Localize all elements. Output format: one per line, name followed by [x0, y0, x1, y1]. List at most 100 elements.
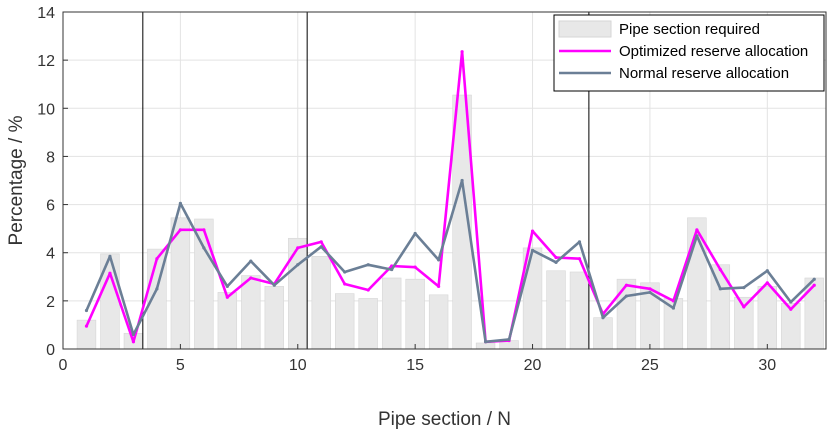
x-tick-label: 5: [176, 357, 185, 374]
y-tick-label: 0: [46, 342, 55, 359]
bar-pipe-section-required: [757, 286, 777, 350]
point-optimized-reserve-allocation: [296, 246, 300, 250]
point-normal-reserve-allocation: [319, 245, 323, 249]
point-normal-reserve-allocation: [131, 332, 136, 337]
legend-label-optimized-reserve-allocation: Optimized reserve allocation: [619, 43, 808, 60]
x-tick-label: 25: [641, 357, 659, 374]
bar-pipe-section-required: [194, 218, 214, 350]
x-tick-label: 20: [524, 357, 542, 374]
point-optimized-reserve-allocation: [437, 284, 441, 289]
point-optimized-reserve-allocation: [648, 287, 652, 291]
point-optimized-reserve-allocation: [155, 257, 159, 261]
point-optimized-reserve-allocation: [249, 276, 253, 280]
point-optimized-reserve-allocation: [742, 305, 746, 309]
point-normal-reserve-allocation: [178, 201, 182, 205]
bar-pipe-section-required: [381, 277, 402, 350]
point-optimized-reserve-allocation: [460, 50, 464, 54]
y-tick-label: 2: [46, 294, 55, 311]
series-line-optimized-reserve-allocation: [85, 50, 816, 344]
bar-pipe-section-required: [428, 294, 449, 350]
y-tick-label: 8: [46, 149, 55, 166]
point-normal-reserve-allocation: [108, 254, 112, 258]
bar-pipe-section-required: [616, 278, 637, 350]
y-axis-title: Percentage / %: [6, 115, 27, 245]
point-normal-reserve-allocation: [155, 287, 159, 291]
y-tick-label: 6: [46, 198, 55, 215]
point-optimized-reserve-allocation: [225, 295, 229, 299]
point-optimized-reserve-allocation: [577, 257, 582, 261]
point-normal-reserve-allocation: [437, 258, 441, 262]
point-optimized-reserve-allocation: [178, 228, 182, 232]
point-normal-reserve-allocation: [84, 308, 89, 313]
bar-pipe-section-required: [804, 277, 824, 350]
point-optimized-reserve-allocation: [695, 228, 699, 232]
point-normal-reserve-allocation: [765, 269, 769, 273]
series-line-normal-reserve-allocation: [85, 179, 816, 344]
point-optimized-reserve-allocation: [812, 283, 816, 287]
x-axis-title: Pipe section / N: [378, 409, 511, 430]
point-optimized-reserve-allocation: [765, 281, 769, 285]
bar-pipe-section-required: [475, 342, 496, 350]
point-optimized-reserve-allocation: [131, 340, 136, 344]
point-optimized-reserve-allocation: [366, 288, 370, 292]
x-tick-label: 0: [59, 357, 68, 374]
y-tick-label: 4: [46, 246, 55, 263]
point-normal-reserve-allocation: [249, 259, 253, 263]
point-normal-reserve-allocation: [507, 337, 511, 341]
point-normal-reserve-allocation: [413, 231, 417, 236]
point-normal-reserve-allocation: [695, 234, 699, 238]
point-normal-reserve-allocation: [601, 316, 605, 320]
point-normal-reserve-allocation: [718, 287, 722, 291]
point-optimized-reserve-allocation: [108, 271, 112, 275]
bar-pipe-section-required: [241, 275, 261, 350]
point-normal-reserve-allocation: [577, 240, 582, 244]
bar-pipe-section-required: [358, 298, 378, 350]
x-tick-label: 30: [758, 357, 776, 374]
point-optimized-reserve-allocation: [84, 324, 89, 328]
point-optimized-reserve-allocation: [554, 255, 558, 260]
point-optimized-reserve-allocation: [319, 240, 323, 244]
tick-layer: 0 5 10 15 20 25 30 0 2 4 6 8 10 12 14: [37, 5, 776, 374]
point-optimized-reserve-allocation: [530, 229, 535, 233]
legend: Pipe section required Optimized reserve …: [553, 14, 825, 92]
y-tick-label: 14: [37, 5, 55, 22]
legend-label-pipe-section-required: Pipe section required: [619, 21, 760, 38]
point-optimized-reserve-allocation: [343, 282, 347, 286]
bar-pipe-section-required: [710, 264, 731, 350]
point-normal-reserve-allocation: [296, 263, 300, 267]
bar-pipe-section-required: [100, 253, 120, 350]
point-normal-reserve-allocation: [554, 260, 558, 264]
x-tick-label: 15: [406, 357, 424, 374]
point-normal-reserve-allocation: [343, 270, 347, 274]
plot-frame: [62, 11, 827, 350]
bar-pipe-section-required: [264, 286, 284, 350]
point-normal-reserve-allocation: [202, 246, 206, 250]
point-optimized-reserve-allocation: [624, 283, 629, 287]
point-normal-reserve-allocation: [742, 286, 746, 290]
x-tick-label: 10: [289, 357, 307, 374]
point-normal-reserve-allocation: [812, 277, 816, 281]
legend-swatch-pipe-section-required: [558, 20, 612, 38]
y-tick-label: 10: [37, 101, 55, 118]
point-normal-reserve-allocation: [225, 284, 229, 289]
point-optimized-reserve-allocation: [413, 265, 417, 269]
bar-pipe-section-required: [288, 237, 308, 350]
line-layer: [84, 50, 816, 344]
point-normal-reserve-allocation: [671, 306, 676, 310]
bar-pipe-section-required: [217, 292, 238, 350]
legend-label-normal-reserve-allocation: Normal reserve allocation: [619, 65, 789, 82]
point-optimized-reserve-allocation: [202, 228, 206, 232]
bar-pipe-section-required: [569, 271, 590, 350]
point-optimized-reserve-allocation: [789, 307, 793, 311]
point-normal-reserve-allocation: [366, 263, 370, 267]
bar-pipe-section-required: [546, 270, 566, 350]
bar-pipe-section-required: [335, 293, 355, 350]
point-optimized-reserve-allocation: [718, 267, 722, 272]
point-normal-reserve-allocation: [483, 340, 488, 344]
point-normal-reserve-allocation: [460, 178, 464, 183]
bar-pipe-section-required: [405, 278, 425, 350]
y-tick-label: 12: [37, 53, 55, 70]
point-normal-reserve-allocation: [272, 283, 276, 287]
